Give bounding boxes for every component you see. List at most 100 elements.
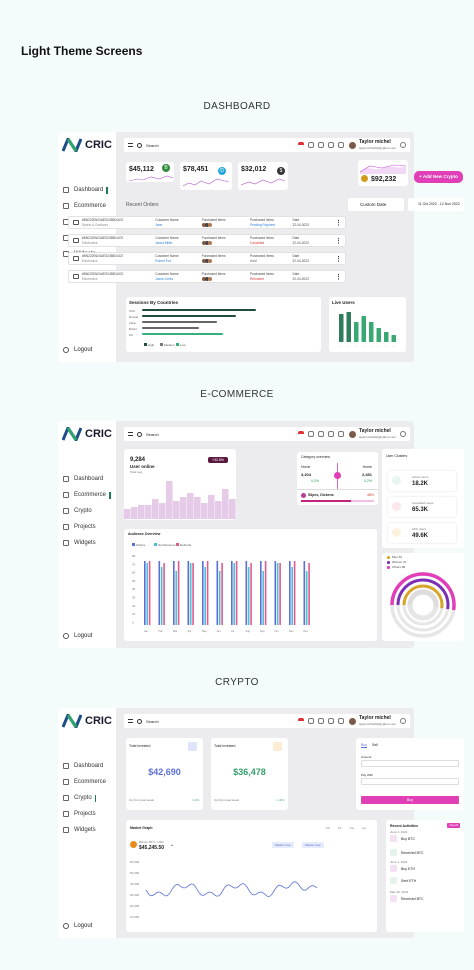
more-icon[interactable]: ⋮ (335, 219, 342, 227)
logout-button[interactable]: Logout (63, 347, 92, 353)
refund-bar (293, 561, 296, 625)
range-tab[interactable]: 1d (338, 826, 342, 830)
nav-ecommerce[interactable]: Ecommerce (63, 774, 106, 790)
highlight-value: $92,232 (371, 176, 397, 183)
session-bar (142, 333, 223, 335)
gear-icon[interactable] (400, 718, 406, 724)
amount-input[interactable] (361, 760, 459, 767)
status-cell: Purchased Items Pending Payment (250, 218, 293, 226)
cluster-item[interactable]: APK users 49.6K (388, 523, 456, 543)
pay-with-input[interactable] (361, 778, 459, 785)
table-row[interactable]: #BN222IW24AES2455DUCE Electronics Customer… (68, 270, 346, 283)
revenue-bar (276, 563, 279, 625)
user-count-label: User online (130, 464, 155, 469)
sun-icon[interactable] (307, 142, 314, 148)
range-tab[interactable]: 1m (362, 826, 367, 830)
range-tab[interactable]: 1m (326, 826, 331, 830)
bell-icon[interactable] (327, 431, 334, 437)
item-thumb (207, 276, 212, 281)
chevron-down-icon[interactable]: ⌄ (170, 842, 175, 848)
flag-icon[interactable] (297, 431, 304, 437)
avatar[interactable] (348, 430, 356, 438)
nav-widgets[interactable]: Widgets (63, 535, 111, 551)
date-cell: Date 22-04-2023 (292, 254, 335, 262)
grid-icon[interactable] (337, 142, 344, 148)
search-icon[interactable] (137, 431, 142, 437)
search-input[interactable]: Search (146, 718, 159, 724)
refund-bar (148, 561, 151, 625)
flag-icon[interactable] (297, 142, 304, 148)
user-info[interactable]: Taylor michel taylormichel01@yahoo.com (359, 429, 396, 439)
date-range-picker[interactable]: 11 Oct 2022 - 12 Nov 2022 (408, 198, 464, 211)
nav-crypto[interactable]: Crypto (63, 503, 111, 519)
table-row[interactable]: #BN222IW24AES2455DUCE Electronics Customer… (68, 234, 346, 247)
x-tick: Sep (260, 630, 265, 633)
nav-dashboard[interactable]: Dashboard (63, 182, 108, 198)
grid-icon[interactable] (337, 718, 344, 724)
nav-dashboard[interactable]: Dashboard (63, 471, 111, 487)
logout-button[interactable]: Logout (63, 633, 92, 639)
activity-icon (390, 865, 397, 872)
gear-icon[interactable] (400, 431, 406, 437)
avatar[interactable] (348, 717, 356, 725)
nav-projects[interactable]: Projects (63, 806, 106, 822)
menu-icon[interactable] (128, 143, 133, 147)
more-icon[interactable]: ⋮ (335, 273, 342, 281)
user-bar (131, 507, 138, 519)
session-bar (142, 315, 236, 317)
view-all-button[interactable]: View All (447, 823, 460, 828)
grid-icon[interactable] (337, 431, 344, 437)
range-tab[interactable]: 1w (350, 826, 354, 830)
tab-sell[interactable]: Sell (372, 743, 378, 747)
search-input[interactable]: Search (146, 142, 159, 148)
more-icon[interactable]: ⋮ (335, 255, 342, 263)
menu-icon[interactable] (128, 719, 133, 723)
sun-icon[interactable] (307, 718, 314, 724)
search-input[interactable]: Search (146, 431, 159, 437)
sun-icon[interactable] (307, 431, 314, 437)
table-row[interactable]: #BN222IW24AES2455DUCE Sports & Outdoors Cu… (68, 216, 346, 229)
slider-handle[interactable] (334, 472, 341, 479)
bell-icon[interactable] (327, 142, 334, 148)
nav-crypto[interactable]: Crypto (63, 790, 106, 806)
search-icon[interactable] (137, 718, 142, 724)
coin-icon (63, 795, 69, 801)
cart-icon[interactable] (317, 718, 324, 724)
nav-widgets[interactable]: Widgets (63, 822, 106, 838)
y-tick: 10,000 (130, 915, 140, 919)
tab-buy[interactable]: Buy (361, 743, 368, 748)
avatar[interactable] (348, 141, 356, 149)
logout-button[interactable]: Logout (63, 923, 92, 929)
gear-icon[interactable] (400, 142, 406, 148)
customer-name: Jane (155, 222, 163, 227)
user-bar (187, 493, 194, 519)
search-icon[interactable] (137, 142, 142, 148)
user-info[interactable]: Taylor michel taylormichel01@yahoo.com (359, 140, 396, 150)
x-tick: Jan (144, 630, 149, 633)
table-row[interactable]: #BN222IW24AES2455DUCE Electronics Customer… (68, 252, 346, 265)
add-crypto-button[interactable]: + Add New Crypto (414, 171, 463, 183)
status-header: Purchased Items (249, 236, 274, 241)
user-info[interactable]: Taylor michel taylormichel01@yahoo.com (359, 716, 396, 726)
cluster-item[interactable]: Cancelled users 65.3K (388, 497, 456, 517)
nav-projects[interactable]: Projects (63, 519, 111, 535)
flag-icon[interactable] (297, 718, 304, 724)
nav-ecommerce[interactable]: Ecommerce (63, 198, 108, 214)
nav-dashboard[interactable]: Dashboard (63, 758, 106, 774)
orders-bar (231, 561, 233, 625)
bell-icon[interactable] (327, 718, 334, 724)
cluster-item[interactable]: Active users 18.2K (388, 471, 456, 491)
customer-header: Customer Name (155, 254, 179, 259)
items-header: Purchased Items (201, 218, 226, 223)
cart-icon[interactable] (317, 431, 324, 437)
product-icon (73, 238, 79, 243)
custom-date-dropdown[interactable]: Custom Date (348, 198, 404, 211)
cart-icon[interactable] (317, 142, 324, 148)
cart-icon (63, 492, 69, 498)
menu-icon[interactable] (128, 432, 133, 436)
brand-name: CRIC (85, 139, 112, 151)
more-icon[interactable]: ⋮ (335, 237, 342, 245)
nav-ecommerce[interactable]: Ecommerce (63, 487, 111, 503)
buy-button[interactable]: Buy (361, 796, 459, 804)
revenue-bar (247, 567, 250, 625)
